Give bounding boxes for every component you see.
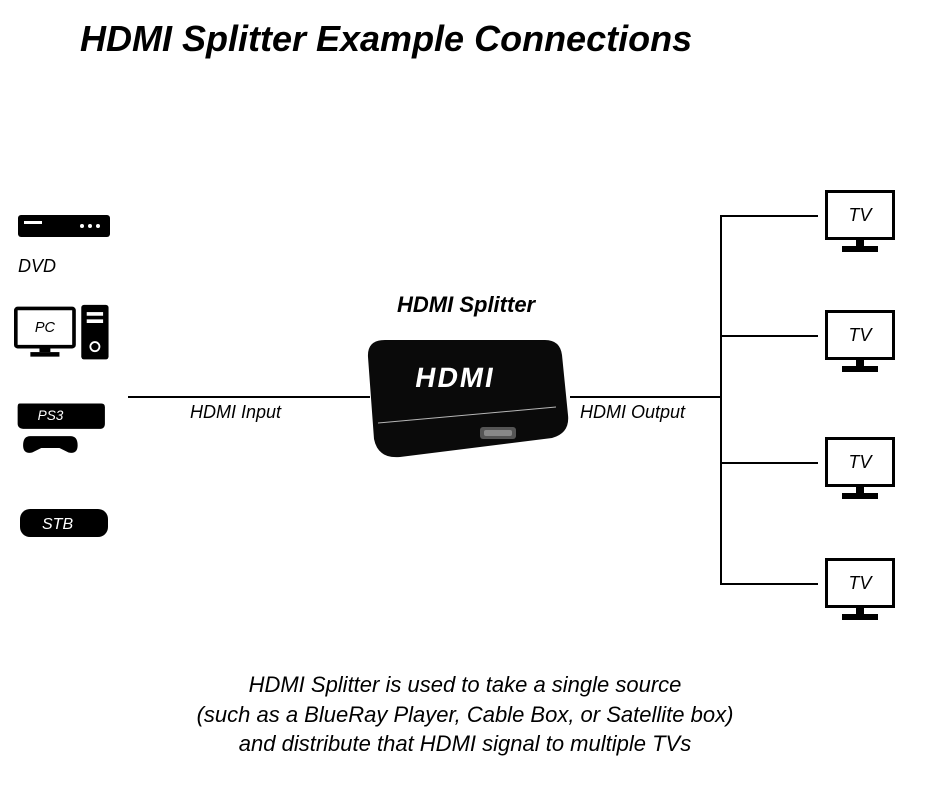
svg-text:PS3: PS3 bbox=[38, 407, 64, 422]
output-line bbox=[570, 396, 722, 398]
source-stb: STB bbox=[14, 475, 124, 570]
svg-text:HDMI: HDMI bbox=[413, 361, 498, 393]
svg-text:STB: STB bbox=[42, 516, 73, 533]
caption: HDMI Splitter is used to take a single s… bbox=[0, 670, 930, 759]
branch-line bbox=[720, 462, 818, 464]
ps3-icon: PS3 bbox=[14, 400, 114, 455]
source-column: DVD PC PS3 bbox=[14, 190, 124, 570]
source-pc: PC bbox=[14, 285, 124, 380]
dvd-icon bbox=[14, 199, 114, 254]
tv-output-4: TV bbox=[820, 558, 900, 628]
tv-output-2: TV bbox=[820, 310, 900, 380]
tv-base bbox=[842, 246, 878, 252]
splitter-label: HDMI Splitter bbox=[397, 292, 535, 318]
tv-screen: TV bbox=[825, 437, 895, 487]
branch-line bbox=[720, 583, 818, 585]
caption-line-3: and distribute that HDMI signal to multi… bbox=[239, 731, 691, 756]
caption-line-1: HDMI Splitter is used to take a single s… bbox=[249, 672, 682, 697]
input-line bbox=[128, 396, 370, 398]
tv-screen: TV bbox=[825, 190, 895, 240]
pc-icon: PC bbox=[14, 305, 114, 360]
output-label: HDMI Output bbox=[580, 402, 685, 423]
diagram-title: HDMI Splitter Example Connections bbox=[80, 18, 692, 60]
stb-icon: STB bbox=[14, 495, 114, 550]
tv-screen: TV bbox=[825, 310, 895, 360]
input-label: HDMI Input bbox=[190, 402, 281, 423]
tv-base bbox=[842, 493, 878, 499]
source-ps3: PS3 bbox=[14, 380, 124, 475]
tv-base bbox=[842, 366, 878, 372]
tv-base bbox=[842, 614, 878, 620]
tv-output-1: TV bbox=[820, 190, 900, 260]
svg-text:PC: PC bbox=[35, 320, 56, 336]
splitter-icon: HDMI bbox=[360, 335, 570, 455]
caption-line-2: (such as a BlueRay Player, Cable Box, or… bbox=[197, 702, 734, 727]
source-label: DVD bbox=[18, 256, 56, 277]
branch-line bbox=[720, 215, 818, 217]
source-dvd: DVD bbox=[14, 190, 124, 285]
tv-output-3: TV bbox=[820, 437, 900, 507]
output-bus bbox=[720, 215, 722, 585]
tv-screen: TV bbox=[825, 558, 895, 608]
branch-line bbox=[720, 335, 818, 337]
